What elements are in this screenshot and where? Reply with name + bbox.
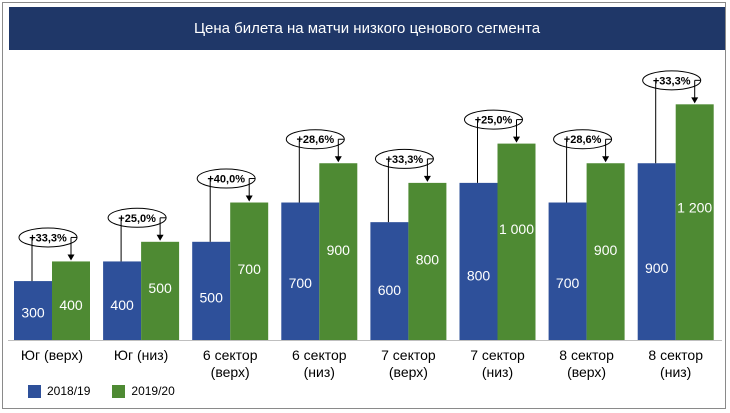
data-label-2018-19: 600 <box>378 282 402 298</box>
arrow-head <box>423 175 431 182</box>
change-label: +40,0% <box>207 174 245 186</box>
category-label: Юг (верх) <box>21 347 83 363</box>
data-label-2019-20: 500 <box>148 280 172 296</box>
bar-2018-19 <box>548 202 587 340</box>
bar-2018-19 <box>192 241 231 340</box>
arrow-head <box>513 136 520 143</box>
bar-2019-20 <box>52 261 90 340</box>
bar-2019-20 <box>230 202 269 340</box>
category-label: 7 сектор <box>470 347 525 363</box>
arrow-head <box>334 156 342 163</box>
category-label: (низ) <box>304 364 335 380</box>
category-label: 6 сектор <box>292 347 347 363</box>
legend-swatch-2018-19 <box>28 384 41 398</box>
category-label: Юг (низ) <box>114 347 168 363</box>
data-label-2018-19: 500 <box>200 290 224 306</box>
legend-item-2018-19: 2018/19 <box>28 384 90 398</box>
arrow-head <box>245 195 253 202</box>
legend-swatch-2019-20 <box>112 384 126 398</box>
data-label-2018-19: 900 <box>645 260 669 276</box>
category-label: 8 сектор <box>648 347 703 363</box>
data-label-2018-19: 300 <box>21 305 45 321</box>
legend-label-2019-20: 2019/20 <box>131 384 175 398</box>
arrow-head <box>67 254 75 261</box>
chart-title: Цена билета на матчи низкого ценового се… <box>193 20 541 37</box>
change-label: +25,0% <box>475 115 513 127</box>
bar-2019-20 <box>497 143 536 340</box>
data-label-2018-19: 400 <box>110 297 134 313</box>
change-label: +33,3% <box>29 232 67 244</box>
bar-2018-19 <box>459 182 498 340</box>
data-label-2019-20: 1 000 <box>499 221 534 237</box>
data-label-2019-20: 400 <box>59 297 83 313</box>
data-label-2019-20: 700 <box>238 261 262 277</box>
category-label: (низ) <box>660 364 691 380</box>
bar-2018-19 <box>281 202 320 340</box>
change-label: +33,3% <box>653 75 691 87</box>
arrow-head <box>602 156 610 163</box>
bar-2018-19 <box>14 281 52 340</box>
data-label-2018-19: 700 <box>556 275 580 291</box>
change-label: +25,0% <box>118 213 156 225</box>
data-label-2019-20: 800 <box>416 252 440 268</box>
data-label-2019-20: 1 200 <box>677 200 712 216</box>
bar-2019-20 <box>319 163 358 340</box>
category-label: (верх) <box>567 364 606 380</box>
category-label: (низ) <box>482 364 513 380</box>
data-label-2018-19: 700 <box>289 275 313 291</box>
data-label-2018-19: 800 <box>467 267 491 283</box>
legend-label-2018-19: 2018/19 <box>47 384 91 398</box>
change-label: +28,6% <box>564 134 602 146</box>
bar-2018-19 <box>103 261 142 340</box>
category-label: 8 сектор <box>559 347 614 363</box>
bar-2018-19 <box>370 222 409 340</box>
bar-2019-20 <box>408 182 447 340</box>
change-label: +28,6% <box>296 134 334 146</box>
category-label: (верх) <box>211 364 250 380</box>
category-label: 7 сектор <box>381 347 436 363</box>
legend: 2018/19 2019/20 <box>28 384 175 398</box>
arrow-head <box>691 97 699 104</box>
data-label-2019-20: 900 <box>594 242 618 258</box>
bar-2019-20 <box>141 241 180 340</box>
legend-item-2019-20: 2019/20 <box>112 384 175 398</box>
arrow-head <box>156 234 164 241</box>
bar-2019-20 <box>586 163 625 340</box>
data-label-2019-20: 900 <box>327 242 351 258</box>
category-label: (верх) <box>389 364 428 380</box>
change-label: +33,3% <box>386 154 424 166</box>
bar-2019-20 <box>675 104 714 340</box>
bar-2018-19 <box>637 163 676 340</box>
category-label: 6 сектор <box>203 347 258 363</box>
chart-title-bar: Цена билета на матчи низкого ценового се… <box>9 7 725 50</box>
